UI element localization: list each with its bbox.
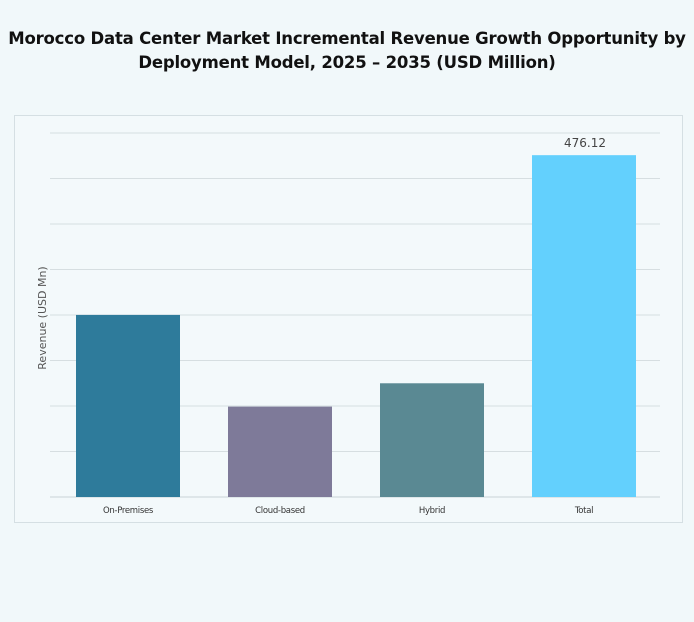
x-tick-label: Cloud-based — [255, 506, 305, 516]
chart-title-line-1: Morocco Data Center Market Incremental R… — [8, 29, 686, 48]
bar-on-premises — [76, 314, 180, 497]
data-label: 476.12 — [564, 136, 606, 150]
bar-hybrid — [380, 383, 484, 497]
bar-total — [532, 155, 636, 497]
bar-cloud-based — [228, 406, 332, 497]
x-tick-label: Hybrid — [419, 506, 445, 516]
y-axis-label: Revenue (USD Mn) — [36, 266, 49, 369]
x-tick-label: Total — [574, 506, 593, 516]
x-tick-label: On-Premises — [103, 506, 154, 516]
chart-title: Morocco Data Center Market Incremental R… — [0, 27, 694, 75]
chart-title-line-2: Deployment Model, 2025 – 2035 (USD Milli… — [138, 53, 556, 72]
